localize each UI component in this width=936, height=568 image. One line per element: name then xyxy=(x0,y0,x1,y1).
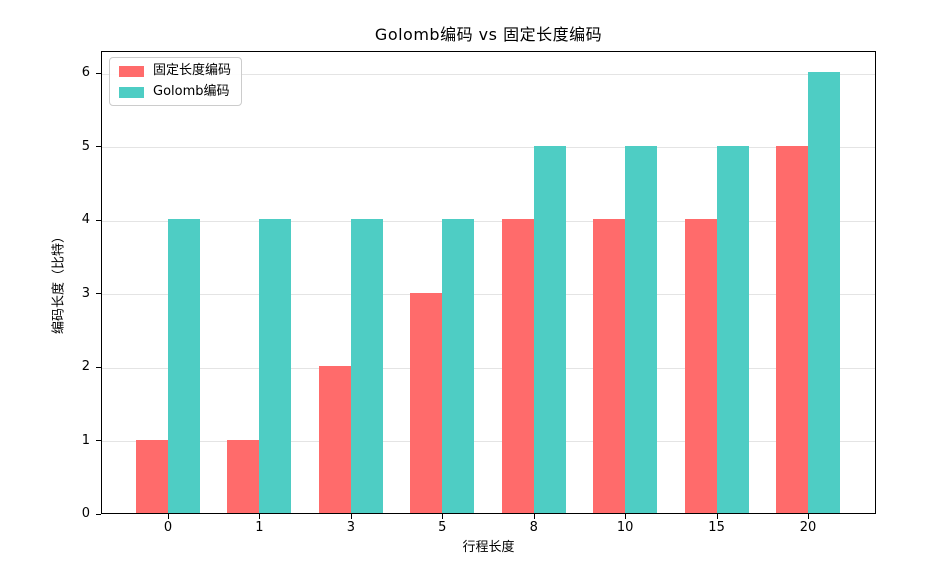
bar-固定长度编码-x15 xyxy=(684,219,717,513)
xtick-mark-10 xyxy=(625,514,627,519)
legend-swatch-icon xyxy=(119,65,144,77)
x-axis-label: 行程长度 xyxy=(462,540,515,555)
gridline-y-5 xyxy=(102,147,875,149)
legend-item-Golomb编码: Golomb编码 xyxy=(119,84,231,100)
bar-Golomb编码-x15 xyxy=(716,145,749,513)
bar-固定长度编码-x5 xyxy=(410,292,443,513)
xtick-mark-1 xyxy=(259,514,261,519)
ytick-label-1: 1 xyxy=(81,432,90,448)
xtick-mark-15 xyxy=(716,514,718,519)
xtick-label-5: 5 xyxy=(438,520,447,535)
ytick-label-5: 5 xyxy=(81,138,90,154)
ytick-mark-5 xyxy=(96,146,101,148)
bar-Golomb编码-x3 xyxy=(350,219,383,513)
bar-Golomb编码-x20 xyxy=(808,72,840,513)
gridline-y-2 xyxy=(102,367,875,369)
xtick-label-10: 10 xyxy=(616,520,634,535)
ytick-label-2: 2 xyxy=(81,359,90,375)
xtick-mark-20 xyxy=(808,514,809,519)
xtick-mark-5 xyxy=(442,514,444,519)
bar-固定长度编码-x10 xyxy=(593,219,626,513)
xtick-mark-0 xyxy=(168,514,169,519)
bar-固定长度编码-x0 xyxy=(136,439,168,513)
bar-Golomb编码-x0 xyxy=(168,219,200,513)
ytick-mark-0 xyxy=(96,513,101,515)
xtick-label-20: 20 xyxy=(799,520,817,535)
ytick-label-3: 3 xyxy=(81,285,90,301)
xtick-label-1: 1 xyxy=(255,520,264,535)
bar-固定长度编码-x20 xyxy=(776,145,808,513)
bar-Golomb编码-x8 xyxy=(533,145,566,513)
xtick-label-8: 8 xyxy=(529,520,538,535)
xtick-label-0: 0 xyxy=(163,520,173,535)
y-axis-label: 编码长度（比特） xyxy=(51,229,67,335)
ytick-label-4: 4 xyxy=(81,212,90,228)
plot-area xyxy=(101,51,876,514)
ytick-label-6: 6 xyxy=(81,65,90,81)
legend-item-固定长度编码: 固定长度编码 xyxy=(119,63,231,79)
bar-Golomb编码-x5 xyxy=(442,219,475,513)
xtick-label-15: 15 xyxy=(708,520,725,535)
xtick-label-3: 3 xyxy=(346,520,355,535)
chart-title: Golomb编码 vs 固定长度编码 xyxy=(374,25,603,44)
bar-固定长度编码-x1 xyxy=(227,439,260,513)
gridline-y-1 xyxy=(102,441,875,442)
legend-swatch-icon xyxy=(119,86,144,98)
legend-label: Golomb编码 xyxy=(153,84,230,99)
legend-label: 固定长度编码 xyxy=(153,63,232,78)
ytick-mark-4 xyxy=(96,219,101,221)
ytick-mark-3 xyxy=(96,293,101,295)
xtick-mark-3 xyxy=(350,514,352,519)
xtick-mark-8 xyxy=(533,514,535,519)
ytick-label-0: 0 xyxy=(81,506,90,521)
legend: 固定长度编码 Golomb编码 xyxy=(109,57,243,106)
gridline-y-3 xyxy=(102,294,875,296)
ytick-mark-1 xyxy=(96,440,101,441)
bar-固定长度编码-x8 xyxy=(501,219,534,513)
ytick-mark-2 xyxy=(96,366,101,368)
gridline-y-4 xyxy=(102,220,875,222)
gridline-y-6 xyxy=(102,73,875,75)
bar-Golomb编码-x1 xyxy=(259,219,292,513)
bar-Golomb编码-x10 xyxy=(625,145,658,513)
bar-固定长度编码-x3 xyxy=(318,366,351,513)
ytick-mark-6 xyxy=(96,72,101,74)
